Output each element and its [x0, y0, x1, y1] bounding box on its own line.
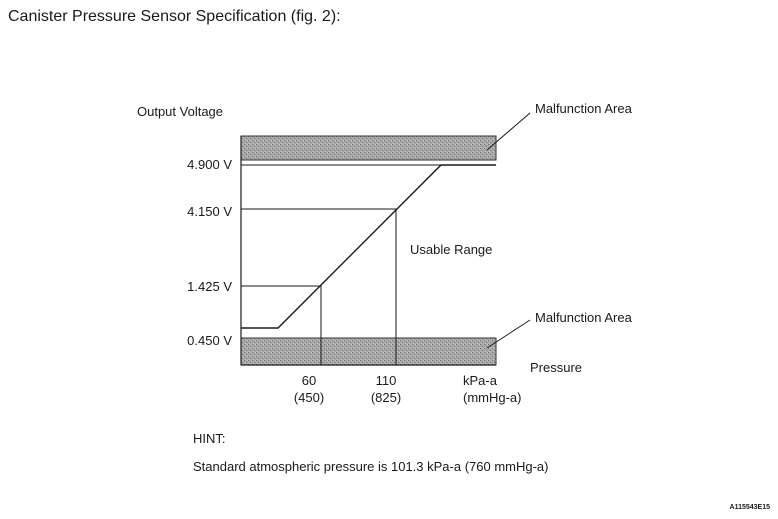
- x-tick-110: 110 (825): [356, 372, 416, 406]
- x-tick-value: 60: [301, 373, 317, 388]
- figure-code: A115543E15: [729, 504, 770, 511]
- usable-range-label: Usable Range: [410, 242, 493, 257]
- lower-malfunction-band: [240, 337, 497, 366]
- x-tick-sub: (mmHg-a): [463, 390, 522, 405]
- output-curve: [241, 164, 496, 329]
- y-tick-label: 4.150 V: [187, 204, 232, 219]
- ref-lines-110: [241, 208, 397, 365]
- x-tick-sub: (450): [293, 390, 325, 405]
- lower-malfunction-label: Malfunction Area: [535, 310, 632, 325]
- hint-title: HINT:: [193, 431, 226, 446]
- y-tick-label: 1.425 V: [187, 279, 232, 294]
- x-axis-title: Pressure: [530, 360, 583, 375]
- x-tick-unit: kPa-a (mmHg-a): [463, 372, 522, 406]
- x-tick-sub: (825): [370, 390, 402, 405]
- upper-malfunction-band: [240, 135, 497, 161]
- y-tick-label: 4.900 V: [187, 157, 232, 172]
- figure-heading: Canister Pressure Sensor Specification (…: [8, 8, 341, 25]
- upper-callout-leader: [486, 112, 531, 151]
- x-tick-value: 110: [375, 373, 397, 388]
- x-tick-60: 60 (450): [279, 372, 339, 406]
- y-tick-label: 0.450 V: [187, 333, 232, 348]
- y-axis-title: Output Voltage: [137, 104, 224, 119]
- upper-malfunction-label: Malfunction Area: [535, 101, 632, 116]
- lower-callout-leader: [486, 319, 531, 349]
- hint-text: Standard atmospheric pressure is 101.3 k…: [193, 459, 549, 474]
- x-tick-value: kPa-a: [463, 373, 497, 388]
- ref-lines-60: [241, 285, 322, 365]
